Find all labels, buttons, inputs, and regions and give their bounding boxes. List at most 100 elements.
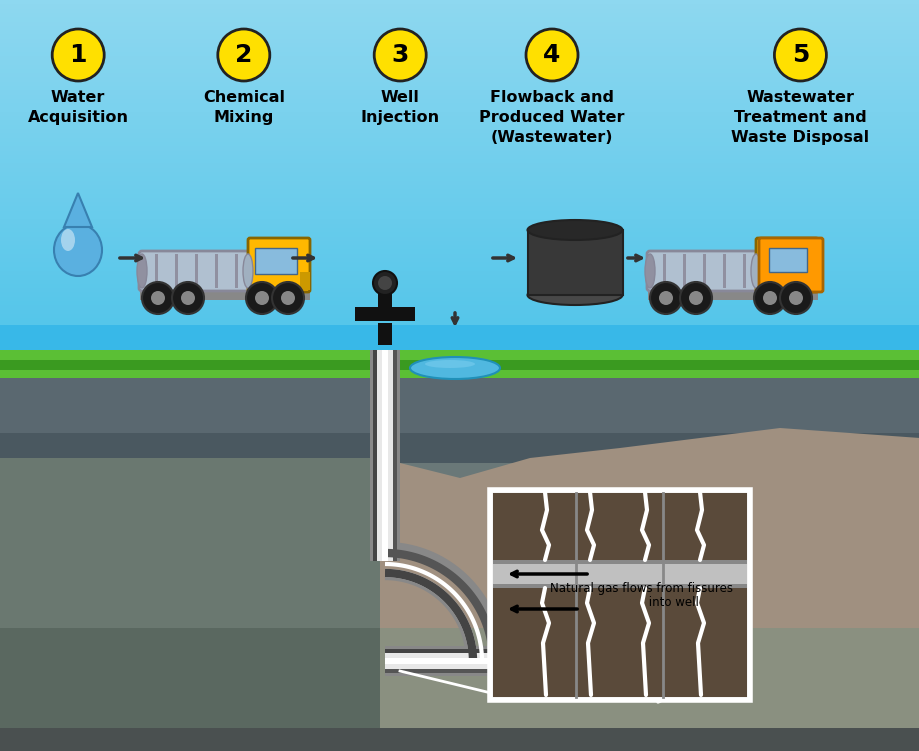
Circle shape	[374, 29, 425, 81]
Bar	[0, 245, 919, 250]
Circle shape	[181, 291, 195, 305]
Bar	[0, 593, 919, 628]
Bar	[369, 350, 400, 561]
Circle shape	[52, 29, 104, 81]
Bar	[0, 503, 919, 553]
Ellipse shape	[54, 224, 102, 276]
Bar	[0, 413, 919, 418]
Bar	[0, 301, 919, 306]
Bar	[0, 271, 919, 276]
Bar	[0, 189, 919, 195]
Bar	[0, 103, 919, 108]
Bar	[0, 185, 919, 190]
Bar	[0, 378, 919, 751]
Ellipse shape	[527, 285, 622, 305]
Bar	[0, 112, 919, 117]
Bar	[0, 258, 919, 264]
Bar	[0, 288, 919, 294]
Bar	[0, 378, 919, 433]
Bar	[0, 8, 919, 14]
Bar	[0, 120, 919, 125]
Circle shape	[789, 291, 802, 305]
Bar	[175, 254, 177, 288]
Bar	[0, 350, 919, 378]
Circle shape	[151, 291, 165, 305]
Polygon shape	[0, 458, 380, 628]
Bar	[0, 463, 919, 503]
Circle shape	[762, 291, 777, 305]
Bar	[0, 150, 919, 155]
Bar	[528, 230, 622, 295]
Circle shape	[280, 291, 295, 305]
Circle shape	[779, 282, 811, 314]
Bar	[0, 211, 919, 216]
Bar	[0, 82, 919, 87]
Bar	[0, 275, 919, 281]
Bar	[0, 325, 919, 355]
Circle shape	[754, 282, 785, 314]
FancyBboxPatch shape	[755, 238, 817, 292]
Bar	[0, 404, 919, 409]
Text: into well: into well	[570, 596, 698, 609]
Bar	[0, 142, 919, 147]
Bar	[0, 336, 919, 341]
Bar	[0, 339, 919, 345]
Circle shape	[679, 282, 711, 314]
FancyBboxPatch shape	[758, 238, 823, 292]
Bar	[0, 426, 919, 431]
Bar	[743, 254, 745, 288]
Bar	[378, 323, 391, 345]
Bar	[195, 254, 198, 288]
FancyBboxPatch shape	[139, 251, 251, 291]
Bar	[0, 17, 919, 23]
Circle shape	[172, 282, 204, 314]
Bar	[0, 314, 919, 319]
Bar	[0, 391, 919, 397]
Bar	[0, 86, 919, 92]
Bar	[0, 56, 919, 61]
Text: 1: 1	[69, 43, 87, 67]
Circle shape	[142, 282, 174, 314]
Polygon shape	[377, 275, 392, 290]
Bar	[0, 47, 919, 53]
Bar	[215, 254, 218, 288]
Bar	[0, 43, 919, 48]
Bar	[0, 90, 919, 95]
Bar	[0, 164, 919, 169]
Ellipse shape	[243, 254, 253, 288]
Circle shape	[372, 271, 397, 295]
Bar	[0, 327, 919, 332]
Bar	[0, 219, 919, 225]
Bar	[0, 107, 919, 113]
Bar	[255, 248, 297, 274]
Text: Chemical
Mixing: Chemical Mixing	[202, 90, 285, 125]
Bar	[0, 369, 919, 375]
Bar	[0, 379, 919, 384]
Bar	[493, 588, 746, 697]
Bar	[384, 646, 650, 676]
Bar	[0, 249, 919, 255]
Bar	[762, 248, 804, 274]
Bar	[0, 65, 919, 70]
Bar	[0, 241, 919, 246]
Bar	[0, 35, 919, 40]
Bar	[807, 272, 817, 290]
Bar	[0, 176, 919, 182]
Text: 4: 4	[543, 43, 560, 67]
Ellipse shape	[410, 357, 499, 379]
Bar	[0, 309, 919, 315]
Bar	[0, 237, 919, 242]
Text: Wastewater
Treatment and
Waste Disposal: Wastewater Treatment and Waste Disposal	[731, 90, 868, 145]
Text: Natural gas flows from fissures: Natural gas flows from fissures	[550, 582, 732, 595]
Bar	[0, 95, 919, 100]
Bar	[0, 155, 919, 160]
Bar	[490, 490, 749, 700]
Bar	[355, 307, 414, 321]
Bar	[0, 194, 919, 199]
Ellipse shape	[137, 254, 147, 288]
Bar	[0, 396, 919, 401]
Circle shape	[218, 29, 269, 81]
Bar	[0, 267, 919, 272]
Bar	[0, 348, 919, 354]
Bar	[493, 493, 746, 563]
